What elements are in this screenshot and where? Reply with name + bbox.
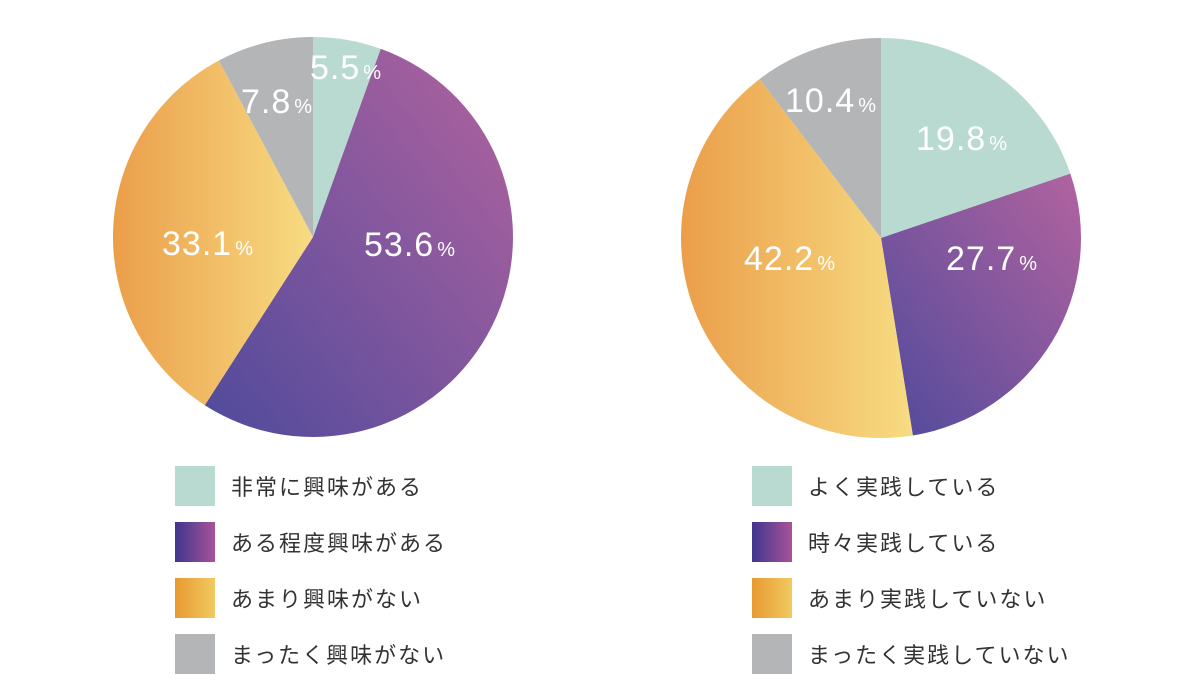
pie-slice: [881, 173, 1081, 436]
pie-slice: [313, 37, 381, 237]
legend-label: ある程度興味がある: [231, 531, 448, 556]
legend-label: よく実践している: [808, 475, 1000, 500]
percent-sign: %: [235, 238, 254, 260]
slice-value-label: 5.5%: [310, 49, 382, 87]
pie-slice: [759, 38, 881, 238]
slice-value-label: 33.1%: [162, 225, 254, 263]
slice-value-number: 19.8: [916, 120, 986, 158]
slice-value-number: 10.4: [785, 82, 855, 120]
slice-value-number: 7.8: [241, 83, 291, 121]
percent-sign: %: [989, 133, 1008, 155]
slice-value-number: 42.2: [744, 240, 814, 278]
slice-value-label: 53.6%: [364, 226, 456, 264]
percent-sign: %: [437, 239, 456, 261]
pie-slice: [218, 37, 313, 237]
pie-slice: [681, 79, 913, 438]
legend-label: あまり興味がない: [231, 587, 424, 612]
legend-swatch: [752, 522, 792, 562]
percent-sign: %: [363, 62, 382, 84]
pie-slice: [204, 48, 513, 437]
percent-sign: %: [1019, 253, 1038, 275]
percent-sign: %: [858, 95, 877, 117]
legend-practice: よく実践している 時々実践しているあまり実践していない まったく実践していない: [752, 466, 1070, 690]
legend-item: 時々実践している: [752, 522, 1070, 562]
legend-item: ある程度興味がある: [175, 522, 447, 562]
slice-value-label: 27.7%: [946, 240, 1038, 278]
legend-item: 非常に興味がある: [175, 466, 447, 506]
legend-swatch: [752, 578, 792, 618]
legend-item: あまり実践していない: [752, 578, 1070, 618]
legend-item: よく実践している: [752, 466, 1070, 506]
pie-practice-svg: 19.8 %27.7 %42.2 %10.4%: [681, 38, 1081, 438]
legend-item: まったく実践していない: [752, 634, 1070, 674]
legend-label: まったく実践していない: [808, 643, 1071, 668]
slice-value-label: 42.2%: [744, 240, 836, 278]
pie-slice: [113, 60, 314, 406]
slice-value-label: 7.8%: [241, 83, 313, 121]
legend-swatch: [175, 578, 215, 618]
slice-value-number: 33.1: [162, 225, 232, 263]
legend-swatch: [175, 522, 215, 562]
percent-sign: %: [294, 96, 313, 118]
pie-interest-svg: 5.5 %53.6 %33.1 %7.8%: [113, 37, 513, 437]
pie-slice: [881, 38, 1071, 238]
legend-label: まったく興味がない: [231, 643, 447, 668]
legend-label: あまり実践していない: [808, 587, 1048, 612]
legend-swatch: [175, 466, 215, 506]
slice-value-number: 27.7: [946, 240, 1016, 278]
slice-value-number: 5.5: [310, 49, 360, 87]
legend-item: あまり興味がない: [175, 578, 447, 618]
legend-interest: 非常に興味がある ある程度興味がある あまり興味がない まったく興味がない: [175, 466, 447, 690]
percent-sign: %: [817, 253, 836, 275]
slice-value-number: 53.6: [364, 226, 434, 264]
slice-value-label: 10.4%: [785, 82, 877, 120]
legend-swatch: [752, 466, 792, 506]
legend-swatch: [752, 634, 792, 674]
slice-value-label: 19.8%: [916, 120, 1008, 158]
legend-label: 時々実践している: [808, 531, 1000, 556]
legend-swatch: [175, 634, 215, 674]
legend-item: まったく興味がない: [175, 634, 447, 674]
legend-label: 非常に興味がある: [231, 475, 424, 500]
